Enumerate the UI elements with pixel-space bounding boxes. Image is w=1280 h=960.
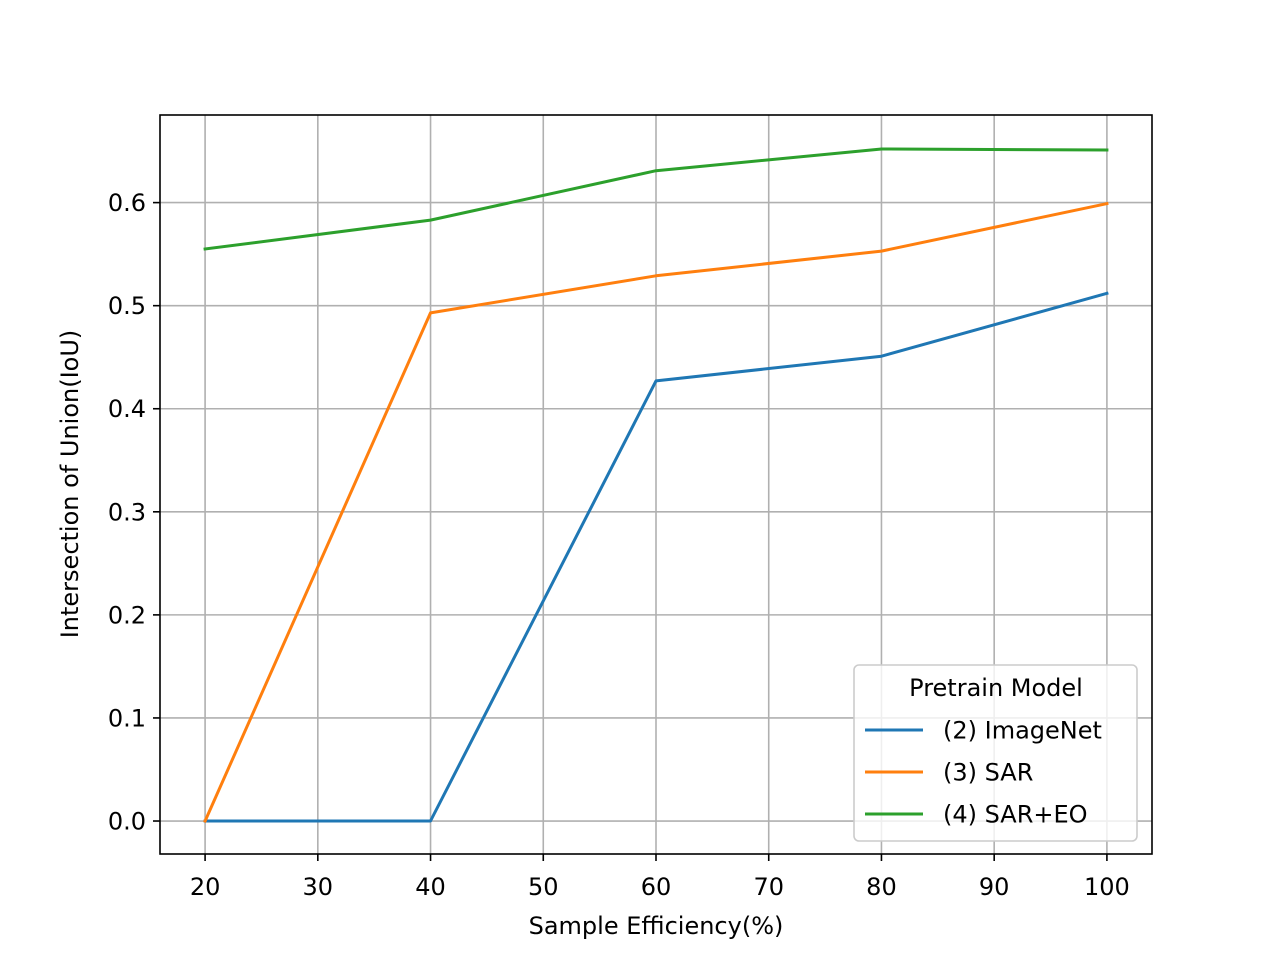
x-tick-label: 60: [641, 873, 672, 901]
y-tick-label: 0.0: [108, 808, 146, 836]
grid: [160, 115, 1152, 854]
series-line-2: [203, 147, 1109, 251]
legend-label-1: (3) SAR: [943, 759, 1033, 787]
x-tick-label: 90: [979, 873, 1010, 901]
y-axis: 0.0 0.1 0.2 0.3 0.4 0.5 0.6: [108, 189, 160, 836]
legend: Pretrain Model (2) ImageNet (3) SAR (4) SA…: [853, 664, 1138, 842]
y-tick-label: 0.2: [108, 601, 146, 629]
x-tick-label: 100: [1084, 873, 1130, 901]
series-line-1: [203, 201, 1109, 823]
y-tick-label: 0.4: [108, 395, 146, 423]
x-axis-label: Sample Efficiency(%): [529, 912, 784, 940]
legend-title: Pretrain Model: [909, 674, 1083, 702]
x-axis: 20 30 40 50 60 70 80 90 100: [190, 854, 1130, 901]
y-tick-label: 0.3: [108, 498, 146, 526]
x-tick-label: 30: [303, 873, 334, 901]
y-tick-label: 0.1: [108, 704, 146, 732]
legend-box: [853, 664, 1138, 842]
x-tick-label: 20: [190, 873, 221, 901]
series-line-0: [203, 291, 1109, 823]
series-lines: [203, 147, 1109, 823]
y-axis-label: Intersection of Union(IoU): [56, 330, 84, 639]
y-tick-label: 0.6: [108, 189, 146, 217]
x-tick-label: 50: [528, 873, 559, 901]
legend-label-2: (4) SAR+EO: [943, 801, 1088, 829]
x-tick-label: 70: [753, 873, 784, 901]
x-tick-label: 80: [866, 873, 897, 901]
y-tick-label: 0.5: [108, 292, 146, 320]
legend-label-0: (2) ImageNet: [943, 717, 1102, 745]
x-tick-label: 40: [415, 873, 446, 901]
